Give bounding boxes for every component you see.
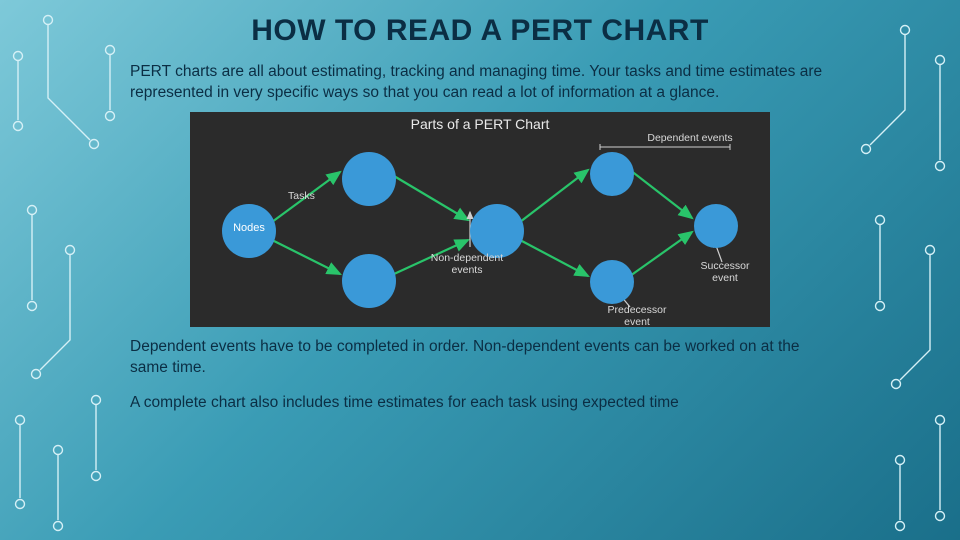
pert-diagram: Parts of a PERT Chart Nod [190, 112, 770, 327]
paragraph-dependent: Dependent events have to be completed in… [130, 337, 830, 379]
pert-node-5 [590, 152, 634, 196]
pert-node-7 [694, 204, 738, 248]
pert-node-2 [342, 152, 396, 206]
label-dependent: Dependent events [640, 132, 740, 144]
pert-node-label-nodes: Nodes [222, 222, 276, 235]
pert-node-4 [470, 204, 524, 258]
slide-title: HOW TO READ A PERT CHART [0, 0, 960, 48]
pert-node-start: Nodes [222, 204, 276, 258]
label-successor: Successor event [692, 260, 758, 284]
pert-node-6 [590, 260, 634, 304]
label-tasks: Tasks [288, 190, 315, 202]
intro-paragraph: PERT charts are all about estimating, tr… [130, 62, 830, 104]
pert-node-3 [342, 254, 396, 308]
label-nondependent: Non-dependent events [422, 252, 512, 276]
paragraph-estimates: A complete chart also includes time esti… [130, 393, 830, 414]
label-predecessor: Predecessor event [602, 304, 672, 328]
